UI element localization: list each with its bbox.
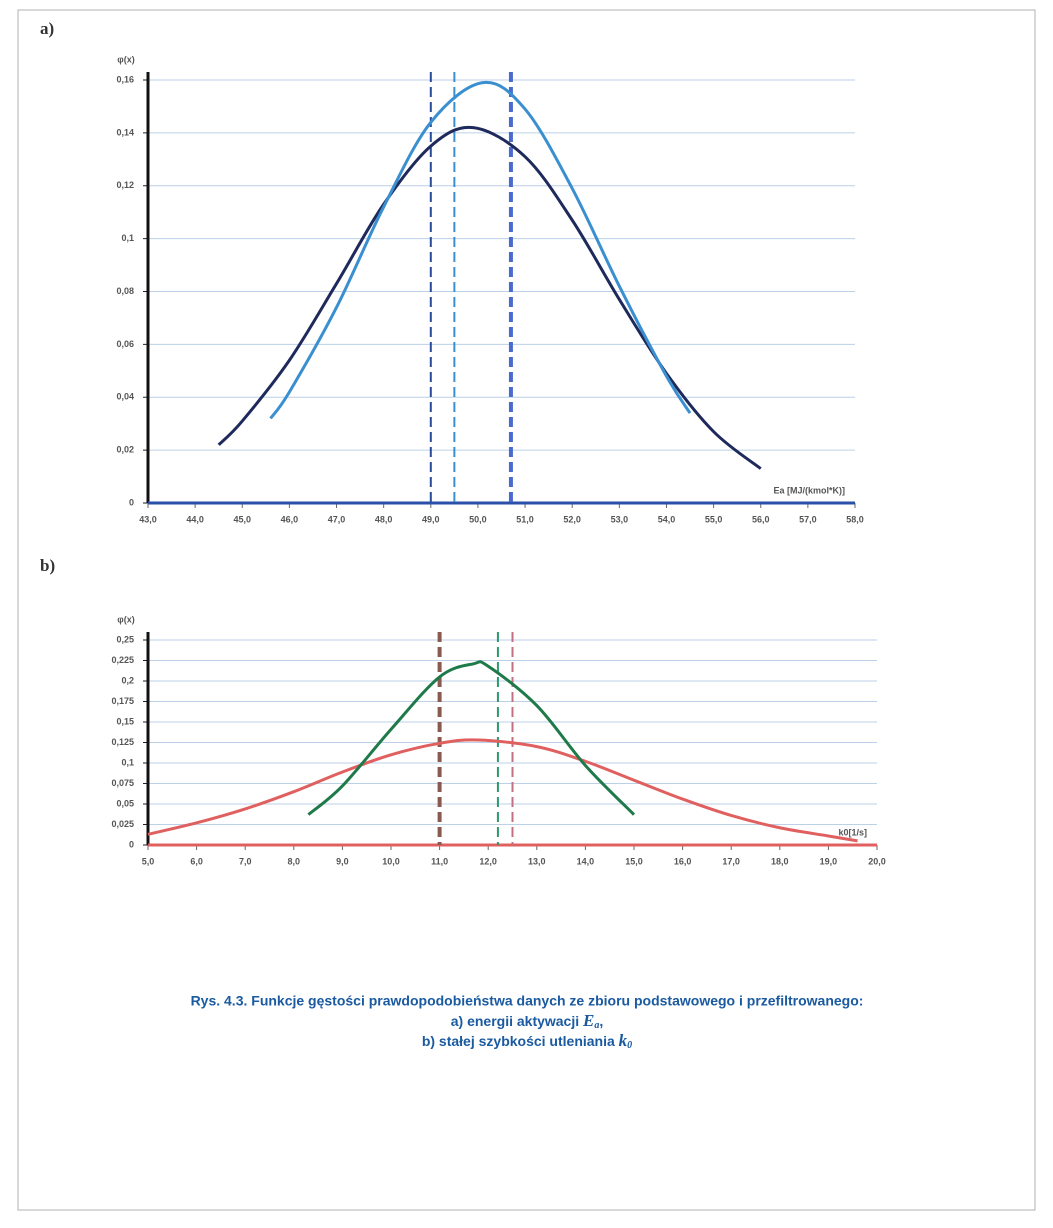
panel-label: a) — [40, 19, 54, 38]
curve — [269, 80, 692, 420]
curve — [307, 660, 636, 816]
y-tick-label: 0,16 — [116, 74, 134, 84]
y-axis-title: φ(x) — [117, 614, 134, 624]
x-tick-label: 13,0 — [528, 856, 546, 866]
caption: a) energii aktywacji — [451, 1013, 579, 1029]
y-tick-label: 0 — [129, 839, 134, 849]
x-tick-label: 56,0 — [752, 514, 770, 524]
caption: , — [599, 1013, 603, 1029]
x-tick-label: 52,0 — [563, 514, 581, 524]
x-tick-label: 46,0 — [281, 514, 299, 524]
x-tick-label: 10,0 — [382, 856, 400, 866]
x-tick-label: 17,0 — [722, 856, 740, 866]
x-tick-label: 9,0 — [336, 856, 349, 866]
x-tick-label: 6,0 — [190, 856, 203, 866]
x-axis-title: k0[1/s] — [838, 827, 867, 837]
x-tick-label: 18,0 — [771, 856, 789, 866]
subscript: 0 — [627, 1040, 632, 1051]
x-tick-label: 48,0 — [375, 514, 393, 524]
x-tick-label: 12,0 — [479, 856, 497, 866]
x-tick-label: 5,0 — [142, 856, 155, 866]
x-tick-label: 53,0 — [611, 514, 629, 524]
y-tick-label: 0,125 — [111, 737, 134, 747]
y-tick-label: 0,075 — [111, 778, 134, 788]
x-tick-label: 47,0 — [328, 514, 346, 524]
x-tick-label: 11,0 — [431, 856, 448, 866]
panel-label: b) — [40, 556, 55, 575]
x-tick-label: 43,0 — [139, 514, 157, 524]
x-tick-label: 7,0 — [239, 856, 252, 866]
x-tick-label: 45,0 — [234, 514, 252, 524]
y-tick-label: 0,175 — [111, 696, 134, 706]
y-tick-label: 0,025 — [111, 819, 134, 829]
y-tick-label: 0,02 — [116, 445, 134, 455]
y-tick-label: 0,08 — [116, 286, 134, 296]
y-tick-label: 0,2 — [121, 675, 134, 685]
x-tick-label: 51,0 — [516, 514, 534, 524]
x-tick-label: 54,0 — [658, 514, 676, 524]
x-tick-label: 19,0 — [820, 856, 838, 866]
y-tick-label: 0,05 — [116, 798, 134, 808]
caption: Rys. 4.3. Funkcje gęstości prawdopodobie… — [191, 993, 864, 1009]
x-tick-label: 58,0 — [846, 514, 864, 524]
y-tick-label: 0,1 — [121, 757, 134, 767]
curve — [217, 125, 762, 470]
x-tick-label: 57,0 — [799, 514, 817, 524]
y-tick-label: 0,1 — [121, 233, 134, 243]
subscript: a — [594, 1020, 599, 1031]
caption: b) stałej szybkości utleniania k0 — [422, 1031, 632, 1051]
curve — [147, 738, 858, 843]
caption: b) stałej szybkości utleniania — [422, 1033, 615, 1049]
x-tick-label: 16,0 — [674, 856, 692, 866]
y-tick-label: 0,15 — [116, 716, 134, 726]
frame — [17, 9, 1036, 1211]
y-tick-label: 0,14 — [116, 127, 134, 137]
symbol: E — [582, 1011, 594, 1030]
y-tick-label: 0,04 — [116, 392, 134, 402]
y-tick-label: 0,225 — [111, 655, 134, 665]
x-tick-label: 14,0 — [577, 856, 595, 866]
x-tick-label: 50,0 — [469, 514, 487, 524]
y-tick-label: 0,06 — [116, 339, 134, 349]
caption: a) energii aktywacji Ea, — [451, 1011, 604, 1031]
y-tick-label: 0,25 — [116, 634, 134, 644]
y-axis-title: φ(x) — [117, 54, 134, 64]
x-tick-label: 55,0 — [705, 514, 723, 524]
y-tick-label: 0 — [129, 497, 134, 507]
symbol: k — [619, 1031, 628, 1050]
x-tick-label: 49,0 — [422, 514, 440, 524]
x-tick-label: 15,0 — [625, 856, 643, 866]
x-tick-label: 44,0 — [186, 514, 204, 524]
x-tick-label: 20,0 — [868, 856, 886, 866]
y-tick-label: 0,12 — [116, 180, 134, 190]
x-tick-label: 8,0 — [288, 856, 301, 866]
x-axis-title: Ea [MJ/(kmol*K)] — [773, 485, 845, 495]
